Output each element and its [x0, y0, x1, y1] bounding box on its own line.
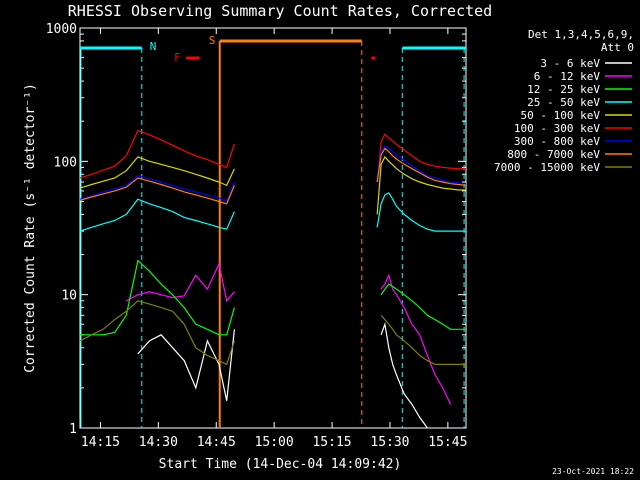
x-tick-label: 15:45 [428, 435, 467, 450]
night-label: N [150, 40, 157, 53]
series-line [376, 145, 467, 185]
series-line [79, 300, 235, 366]
plot-marks: N F S [79, 34, 467, 429]
x-tick-label: 15:15 [312, 435, 351, 450]
series-line [137, 329, 235, 401]
x-tick-label: 14:30 [139, 435, 178, 450]
footer-date: 23-Oct-2021 18:22 [552, 467, 634, 476]
legend-entry: 7000 - 15000 keV [494, 161, 600, 174]
series-line [126, 261, 235, 303]
series-line [380, 314, 466, 365]
x-tick-label: 14:15 [81, 435, 120, 450]
legend-entry: 6 - 12 keV [534, 70, 601, 83]
x-tick-label: 15:00 [255, 435, 294, 450]
series-line [79, 156, 235, 189]
y-axis-label: Corrected Count Rate (s⁻¹ detector⁻¹) [23, 83, 38, 373]
chart-title: RHESSI Observing Summary Count Rates, Co… [68, 2, 492, 20]
series-line [79, 175, 235, 203]
plot-frame [79, 27, 467, 429]
x-tick-label: 14:45 [197, 435, 236, 450]
series-line [80, 259, 235, 336]
series-line [376, 147, 467, 186]
y-tick-label: 1000 [46, 22, 77, 37]
series-line [376, 155, 466, 215]
legend-entry: 25 - 50 keV [527, 96, 600, 109]
plot-axes: 14:15 14:30 14:45 15:00 15:15 15:30 15:45 1 10 10… [46, 22, 468, 450]
series-line [380, 283, 466, 330]
legend-entry: 3 - 6 keV [540, 57, 600, 70]
flare-label: F [174, 51, 181, 64]
legend-header: Det 1,3,4,5,6,9, [528, 28, 634, 41]
series-line [376, 133, 466, 183]
x-tick-label: 15:30 [370, 435, 409, 450]
saa-label: S [209, 34, 216, 47]
y-tick-label: 100 [54, 155, 77, 170]
legend-entry: 300 - 800 keV [514, 135, 600, 148]
series-line [376, 192, 466, 232]
x-axis-label: Start Time (14-Dec-04 14:09:42) [159, 457, 402, 472]
series-line [79, 177, 235, 205]
series-line [380, 321, 428, 429]
y-tick-label: 1 [69, 422, 77, 437]
series-line [79, 129, 235, 179]
legend-entry: 100 - 300 keV [514, 122, 600, 135]
legend-entry: 800 - 7000 keV [507, 148, 600, 161]
series-line [79, 198, 235, 232]
legend-header: Att 0 [601, 41, 634, 54]
legend-entry: 12 - 25 keV [527, 83, 600, 96]
legend-entry: 50 - 100 keV [521, 109, 601, 122]
y-tick-label: 10 [61, 289, 77, 304]
series-line [380, 273, 452, 405]
